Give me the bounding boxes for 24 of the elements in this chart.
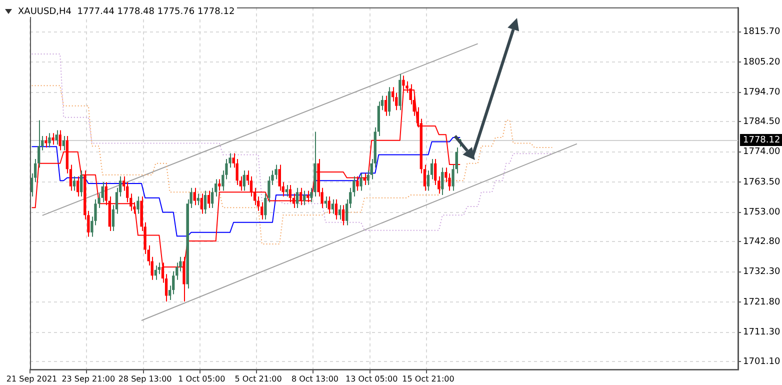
x-tick-label: 15 Oct 21:00: [402, 374, 454, 384]
y-tick-label: 1794.70: [743, 88, 780, 98]
x-tick-label: 21 Sep 2021: [6, 374, 58, 384]
line-series: [31, 85, 553, 244]
y-tick-label: 1721.80: [743, 297, 780, 308]
y-tick-label: 1753.00: [743, 208, 780, 218]
y-tick-label: 1784.50: [743, 116, 780, 127]
ref-line-label: 1778.12: [743, 135, 780, 146]
x-tick-label: 13 Oct 05:00: [346, 374, 398, 384]
x-tick-label: 23 Sep 21:00: [62, 374, 116, 384]
line-series: [31, 54, 553, 231]
y-tick-label: 1732.30: [743, 267, 780, 278]
x-tick-label: 5 Oct 21:00: [234, 374, 282, 384]
y-tick-label: 1701.10: [743, 356, 780, 367]
y-tick-label: 1742.80: [743, 236, 780, 247]
x-tick-label: 8 Oct 13:00: [291, 374, 338, 384]
chart-title: XAUUSD,H4 1777.44 1778.48 1775.76 1778.12: [16, 7, 237, 17]
y-tick-label: 1815.70: [743, 27, 780, 38]
y-tick-label: 1763.50: [743, 177, 780, 188]
x-tick-label: 1 Oct 05:00: [178, 374, 226, 384]
x-tick-label: 28 Sep 13:00: [118, 374, 172, 384]
y-tick-label: 1711.30: [743, 328, 780, 338]
y-tick-label: 1774.00: [743, 147, 780, 158]
y-tick-label: 1805.20: [743, 57, 780, 68]
